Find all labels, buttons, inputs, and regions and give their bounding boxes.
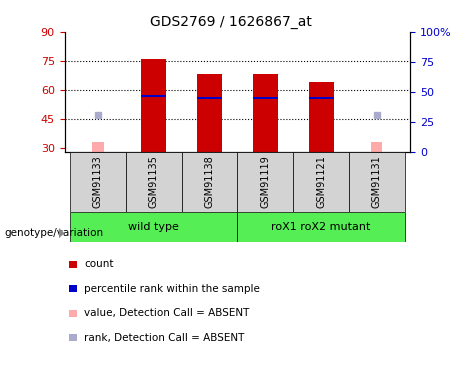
Bar xyxy=(92,142,104,152)
Bar xyxy=(141,59,166,152)
Bar xyxy=(293,152,349,212)
Text: roX1 roX2 mutant: roX1 roX2 mutant xyxy=(272,222,371,232)
Text: percentile rank within the sample: percentile rank within the sample xyxy=(84,284,260,294)
Bar xyxy=(141,94,166,97)
Bar xyxy=(253,75,278,152)
Bar xyxy=(182,152,237,212)
Bar xyxy=(70,152,126,212)
Text: GSM91135: GSM91135 xyxy=(149,155,159,209)
Bar xyxy=(197,75,222,152)
Bar xyxy=(371,142,383,152)
Text: wild type: wild type xyxy=(128,222,179,232)
Bar xyxy=(126,152,182,212)
Bar xyxy=(70,212,237,242)
Text: GSM91133: GSM91133 xyxy=(93,156,103,208)
Bar xyxy=(197,96,222,99)
Bar xyxy=(253,96,278,99)
Text: value, Detection Call = ABSENT: value, Detection Call = ABSENT xyxy=(84,308,250,318)
Bar xyxy=(237,152,293,212)
Bar xyxy=(308,96,334,99)
Text: GSM91131: GSM91131 xyxy=(372,156,382,208)
Text: GSM91138: GSM91138 xyxy=(205,156,214,208)
Polygon shape xyxy=(59,228,65,238)
Bar xyxy=(349,152,405,212)
Text: genotype/variation: genotype/variation xyxy=(5,228,104,238)
Text: count: count xyxy=(84,260,114,269)
Bar xyxy=(237,212,405,242)
Bar xyxy=(308,82,334,152)
Text: GSM91119: GSM91119 xyxy=(260,156,270,208)
Text: rank, Detection Call = ABSENT: rank, Detection Call = ABSENT xyxy=(84,333,245,342)
Text: GDS2769 / 1626867_at: GDS2769 / 1626867_at xyxy=(149,15,312,29)
Text: GSM91121: GSM91121 xyxy=(316,155,326,209)
